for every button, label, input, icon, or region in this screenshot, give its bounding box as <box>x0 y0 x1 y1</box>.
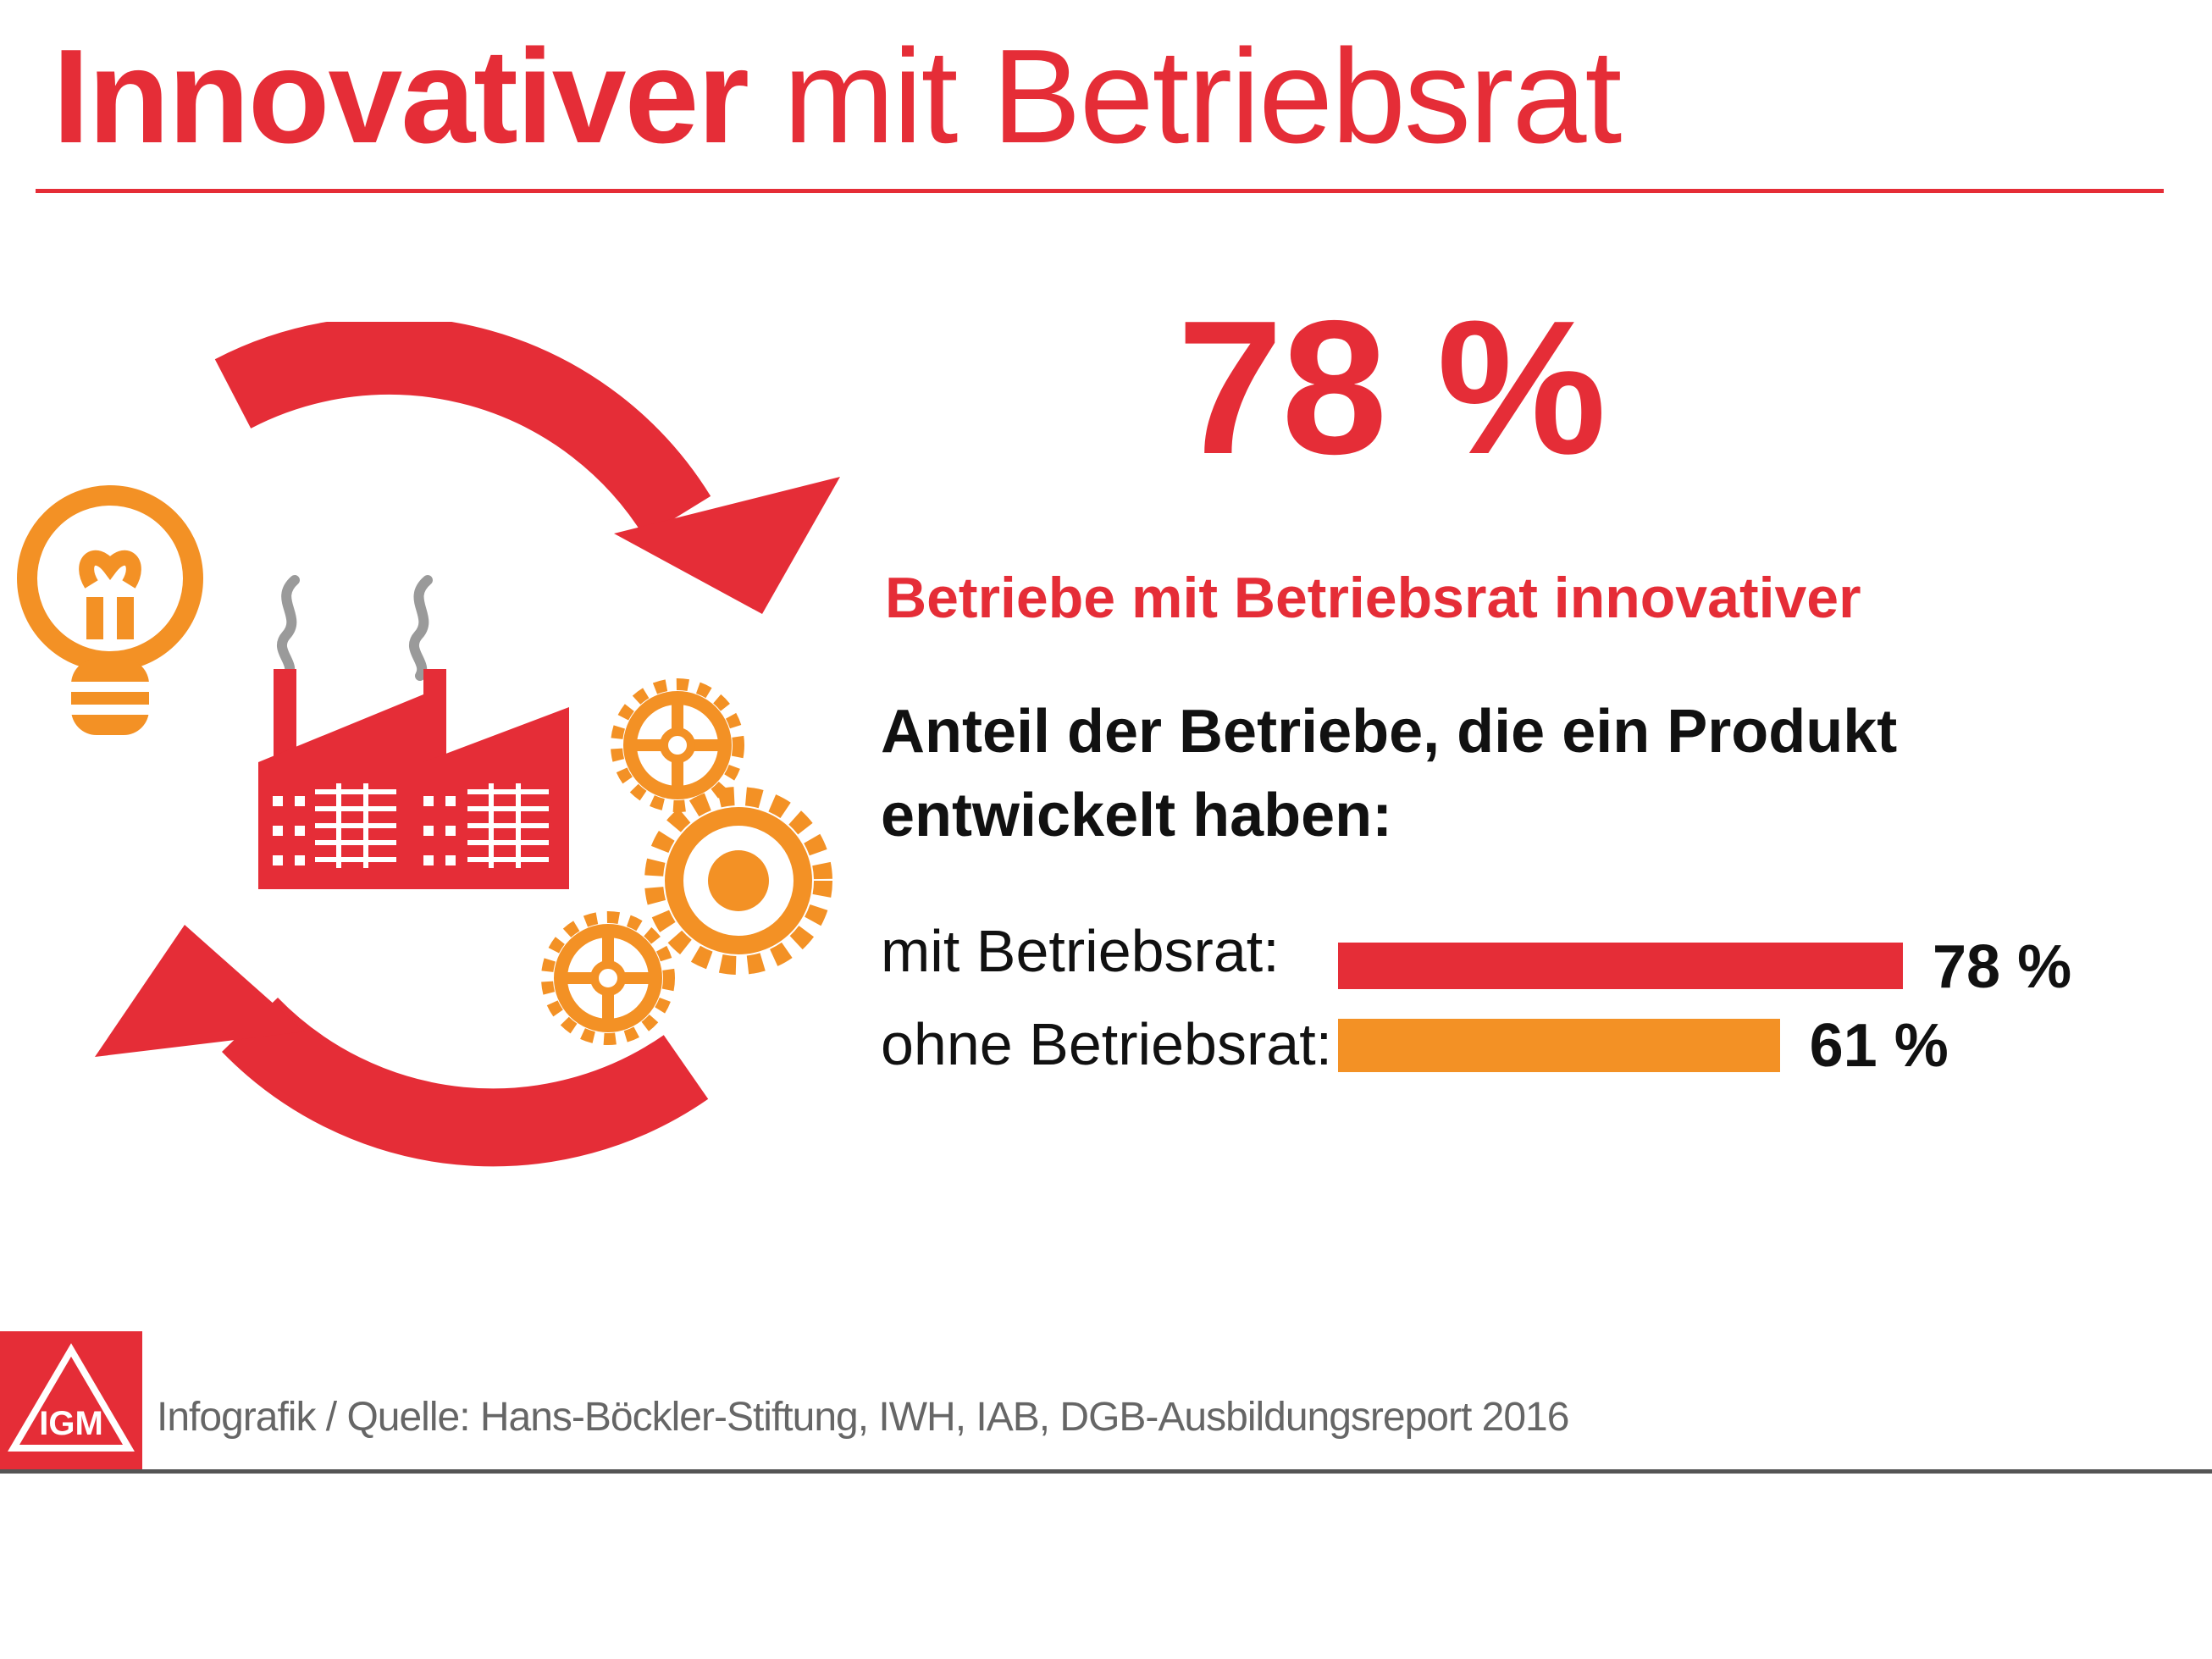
source-note: Infografik / Quelle: Hans-Böckler-Stiftu… <box>157 1395 1569 1440</box>
cycle-arrow-bottom-icon <box>95 925 709 1167</box>
title-bold: Innovativer <box>53 22 749 171</box>
bar-label: mit Betriebsrat: <box>881 918 1280 984</box>
bar-row-mit-betriebsrat: mit Betriebsrat: 78 % <box>881 921 2151 1006</box>
factory-icon <box>258 575 569 889</box>
igm-logo: IGM <box>0 1331 142 1471</box>
page-title: Innovativer mit Betriebsrat <box>53 22 1623 171</box>
title-regular: mit Betriebsrat <box>782 22 1623 171</box>
logo-text: IGM <box>39 1405 103 1442</box>
chart-title: Anteil der Betriebe, die ein Produkt ent… <box>881 698 1898 850</box>
gear-icon <box>541 911 675 1045</box>
bar <box>1338 1019 1780 1072</box>
cycle-arrow-top-icon <box>214 322 840 614</box>
bar-label: ohne Betriebsrat: <box>881 1011 1333 1077</box>
bar-row-ohne-betriebsrat: ohne Betriebsrat: 61 % <box>881 1015 2151 1099</box>
title-divider <box>36 189 2164 193</box>
gear-icon <box>644 787 832 975</box>
bar-value-label: 61 % <box>1809 1012 1949 1080</box>
innovation-illustration <box>17 322 840 1167</box>
lightbulb-icon <box>17 485 203 735</box>
bar-value-label: 78 % <box>1933 933 2072 1001</box>
big-percentage: 78 % <box>1177 280 1606 494</box>
headline: Betriebe mit Betriebsrat innovativer <box>885 566 1861 630</box>
bar <box>1338 943 1903 989</box>
footer-divider <box>0 1469 2212 1474</box>
gear-icon <box>611 678 744 812</box>
